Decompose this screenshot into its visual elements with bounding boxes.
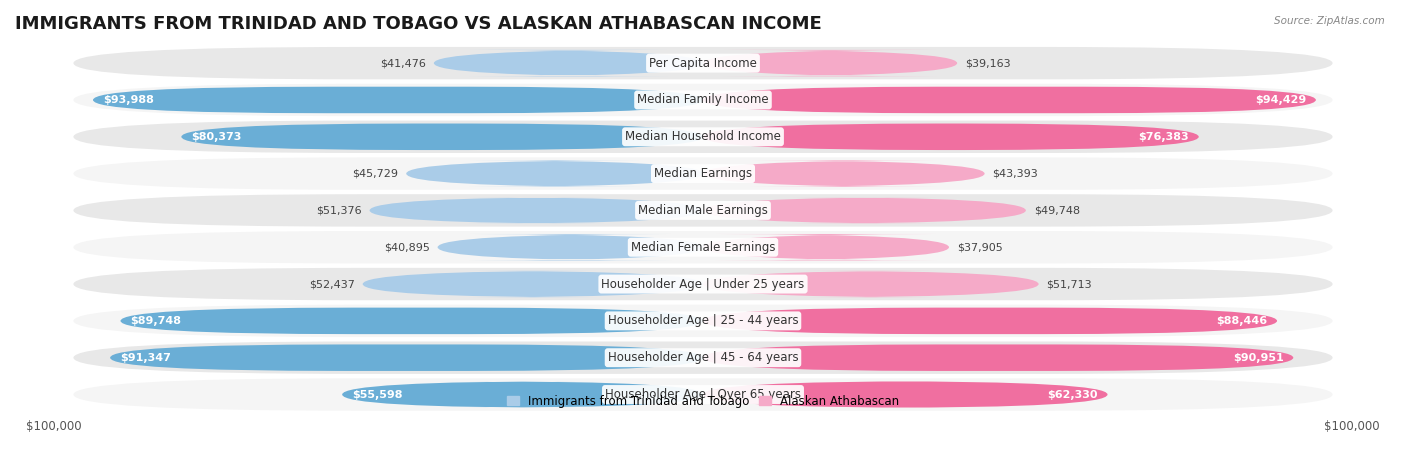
FancyBboxPatch shape [703, 50, 957, 77]
FancyBboxPatch shape [73, 341, 1333, 374]
FancyBboxPatch shape [434, 50, 703, 77]
Text: Median Female Earnings: Median Female Earnings [631, 241, 775, 254]
Text: $41,476: $41,476 [380, 58, 426, 68]
FancyBboxPatch shape [121, 308, 703, 334]
FancyBboxPatch shape [703, 345, 1294, 371]
Text: $51,713: $51,713 [1046, 279, 1092, 289]
Text: $91,347: $91,347 [120, 353, 170, 363]
Text: Median Family Income: Median Family Income [637, 93, 769, 106]
Text: $51,376: $51,376 [316, 205, 361, 215]
FancyBboxPatch shape [73, 194, 1333, 226]
Text: $45,729: $45,729 [353, 169, 398, 178]
Text: Median Male Earnings: Median Male Earnings [638, 204, 768, 217]
Text: $88,446: $88,446 [1216, 316, 1267, 326]
Text: $89,748: $89,748 [131, 316, 181, 326]
FancyBboxPatch shape [363, 271, 703, 297]
FancyBboxPatch shape [703, 308, 1277, 334]
Text: Householder Age | 45 - 64 years: Householder Age | 45 - 64 years [607, 351, 799, 364]
FancyBboxPatch shape [437, 234, 703, 261]
FancyBboxPatch shape [73, 120, 1333, 153]
FancyBboxPatch shape [93, 87, 703, 113]
FancyBboxPatch shape [703, 234, 949, 261]
Text: $55,598: $55,598 [352, 389, 402, 399]
FancyBboxPatch shape [181, 124, 703, 150]
FancyBboxPatch shape [370, 197, 703, 224]
Text: $39,163: $39,163 [965, 58, 1011, 68]
Text: $93,988: $93,988 [103, 95, 153, 105]
Legend: Immigrants from Trinidad and Tobago, Alaskan Athabascan: Immigrants from Trinidad and Tobago, Ala… [502, 390, 904, 412]
FancyBboxPatch shape [703, 381, 1108, 408]
Text: $40,895: $40,895 [384, 242, 430, 252]
Text: $80,373: $80,373 [191, 132, 242, 142]
FancyBboxPatch shape [73, 157, 1333, 190]
FancyBboxPatch shape [703, 197, 1026, 224]
FancyBboxPatch shape [73, 47, 1333, 79]
Text: $52,437: $52,437 [309, 279, 354, 289]
Text: Median Household Income: Median Household Income [626, 130, 780, 143]
Text: $62,330: $62,330 [1047, 389, 1098, 399]
FancyBboxPatch shape [73, 378, 1333, 410]
Text: $76,383: $76,383 [1139, 132, 1189, 142]
FancyBboxPatch shape [73, 268, 1333, 300]
Text: $94,429: $94,429 [1256, 95, 1306, 105]
Text: Source: ZipAtlas.com: Source: ZipAtlas.com [1274, 16, 1385, 26]
Text: $90,951: $90,951 [1233, 353, 1284, 363]
Text: IMMIGRANTS FROM TRINIDAD AND TOBAGO VS ALASKAN ATHABASCAN INCOME: IMMIGRANTS FROM TRINIDAD AND TOBAGO VS A… [15, 15, 821, 33]
Text: Householder Age | 25 - 44 years: Householder Age | 25 - 44 years [607, 314, 799, 327]
FancyBboxPatch shape [342, 381, 703, 408]
FancyBboxPatch shape [110, 345, 703, 371]
Text: Householder Age | Over 65 years: Householder Age | Over 65 years [605, 388, 801, 401]
FancyBboxPatch shape [73, 231, 1333, 263]
Text: $49,748: $49,748 [1033, 205, 1080, 215]
FancyBboxPatch shape [703, 160, 984, 187]
FancyBboxPatch shape [703, 271, 1039, 297]
FancyBboxPatch shape [406, 160, 703, 187]
Text: $37,905: $37,905 [957, 242, 1002, 252]
FancyBboxPatch shape [73, 84, 1333, 116]
FancyBboxPatch shape [73, 304, 1333, 337]
FancyBboxPatch shape [703, 87, 1316, 113]
FancyBboxPatch shape [703, 124, 1199, 150]
Text: Per Capita Income: Per Capita Income [650, 57, 756, 70]
Text: Median Earnings: Median Earnings [654, 167, 752, 180]
Text: Householder Age | Under 25 years: Householder Age | Under 25 years [602, 277, 804, 290]
Text: $43,393: $43,393 [993, 169, 1038, 178]
